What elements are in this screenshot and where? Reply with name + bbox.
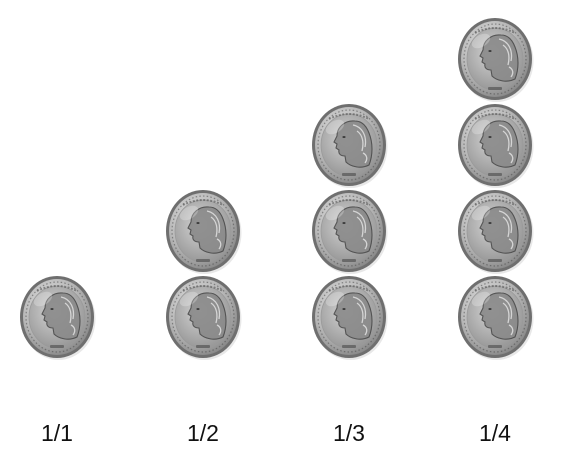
quarter-coin-icon [312, 104, 388, 188]
quarter-coin-icon [312, 190, 388, 274]
quarter-coin-icon [458, 276, 534, 360]
quarter-coin-icon [166, 276, 242, 360]
stack-label-1: 1/1 [41, 420, 73, 446]
quarter-coin-icon [20, 276, 96, 360]
coin-stack-3 [312, 104, 388, 360]
quarter-coin-icon [458, 190, 534, 274]
quarter-coin-icon [312, 276, 388, 360]
stacks-layer [20, 18, 534, 360]
stack-label-4: 1/4 [479, 420, 511, 446]
quarter-coin-icon [458, 18, 534, 102]
quarter-coin-icon [166, 190, 242, 274]
coin-stack-1 [20, 276, 96, 360]
stack-label-2: 1/2 [187, 420, 219, 446]
coin-stack-2 [166, 190, 242, 360]
quarter-coin-icon [458, 104, 534, 188]
coin-stack-4 [458, 18, 534, 360]
stack-label-3: 1/3 [333, 420, 365, 446]
